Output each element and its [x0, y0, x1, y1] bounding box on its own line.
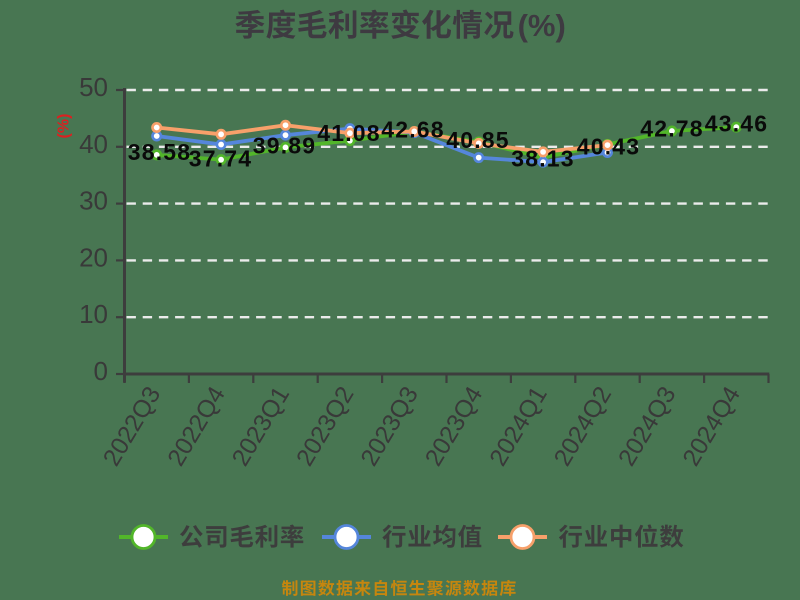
svg-text:30: 30 [79, 186, 108, 216]
svg-text:39.89: 39.89 [253, 133, 317, 159]
svg-text:0: 0 [94, 356, 108, 386]
svg-text:10: 10 [79, 299, 108, 329]
svg-text:40.43: 40.43 [577, 134, 641, 160]
svg-text:40.85: 40.85 [446, 127, 510, 153]
svg-text:41.08: 41.08 [317, 120, 381, 146]
svg-text:38.58: 38.58 [128, 139, 192, 165]
svg-text:43.46: 43.46 [705, 111, 769, 137]
svg-text:50: 50 [79, 72, 108, 102]
svg-text:37.74: 37.74 [189, 146, 253, 172]
svg-text:20: 20 [79, 242, 108, 272]
svg-text:42.78: 42.78 [640, 116, 704, 142]
svg-text:38.13: 38.13 [511, 146, 575, 172]
svg-text:(%): (%) [56, 114, 73, 139]
svg-text:42.68: 42.68 [381, 116, 445, 142]
svg-text:40: 40 [79, 129, 108, 159]
svg-text:(%): (%) [518, 8, 566, 43]
